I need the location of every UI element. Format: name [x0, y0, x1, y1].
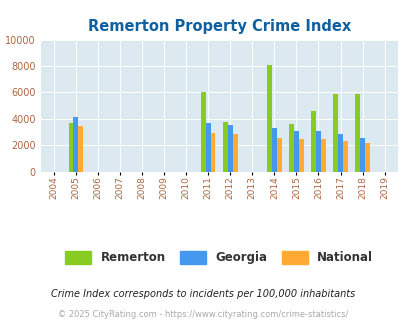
Bar [271, 128, 276, 172]
Bar [320, 139, 325, 172]
Bar [311, 111, 315, 172]
Bar [68, 123, 73, 172]
Bar [205, 123, 210, 172]
Bar [293, 131, 298, 172]
Bar [333, 94, 337, 172]
Bar [288, 124, 293, 172]
Text: Crime Index corresponds to incidents per 100,000 inhabitants: Crime Index corresponds to incidents per… [51, 289, 354, 299]
Bar [342, 141, 347, 172]
Bar [227, 125, 232, 172]
Legend: Remerton, Georgia, National: Remerton, Georgia, National [60, 246, 377, 269]
Bar [354, 94, 359, 172]
Bar [200, 92, 205, 172]
Bar [222, 122, 227, 172]
Bar [315, 131, 320, 172]
Bar [298, 139, 303, 172]
Bar [359, 138, 364, 172]
Bar [266, 65, 271, 172]
Bar [210, 133, 215, 172]
Bar [78, 126, 83, 172]
Bar [364, 144, 369, 172]
Title: Remerton Property Crime Index: Remerton Property Crime Index [87, 19, 350, 34]
Bar [337, 134, 342, 172]
Bar [73, 117, 78, 172]
Bar [276, 138, 281, 172]
Bar [232, 134, 237, 172]
Text: © 2025 CityRating.com - https://www.cityrating.com/crime-statistics/: © 2025 CityRating.com - https://www.city… [58, 310, 347, 319]
